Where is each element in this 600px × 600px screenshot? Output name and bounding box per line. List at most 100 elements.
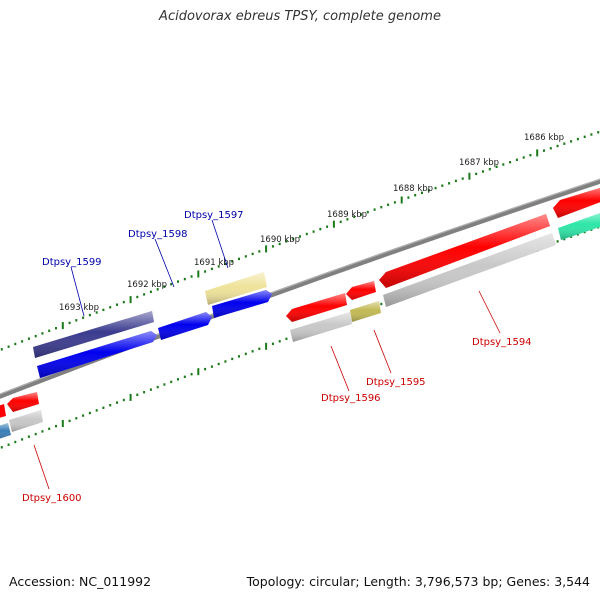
minor-tick — [258, 347, 261, 350]
minor-tick — [238, 257, 240, 261]
minor-tick — [434, 186, 437, 190]
minor-tick — [55, 327, 57, 330]
minor-tick — [563, 142, 566, 145]
minor-tick — [292, 237, 295, 241]
minor-tick — [488, 168, 491, 171]
gene-shade — [7, 392, 39, 412]
minor-tick — [143, 391, 146, 394]
gene-shade — [346, 281, 376, 300]
minor-tick — [109, 306, 112, 309]
minor-tick — [82, 316, 85, 319]
minor-tick — [244, 352, 247, 356]
minor-tick — [373, 208, 376, 211]
minor-tick — [251, 350, 254, 353]
minor-tick — [95, 409, 98, 412]
minor-tick — [495, 165, 498, 168]
reverse-strand-genes — [0, 187, 600, 439]
minor-tick — [346, 218, 349, 221]
minor-tick — [312, 230, 315, 233]
minor-tick — [156, 385, 159, 389]
label-dtpsy-1596[interactable]: Dtpsy_1596 — [321, 393, 381, 404]
leader-dtpsy-1596 — [330, 345, 350, 392]
gene-shade — [350, 301, 381, 322]
major-tick — [197, 270, 200, 278]
minor-tick — [217, 362, 220, 366]
minor-tick — [590, 133, 593, 136]
minor-tick — [387, 203, 390, 206]
minor-tick — [502, 163, 505, 166]
minor-tick — [543, 149, 545, 152]
major-tick — [265, 245, 268, 253]
tick-label: 1686 kbp — [524, 133, 564, 143]
minor-tick — [149, 388, 152, 391]
gene-shade — [553, 187, 600, 218]
minor-tick — [278, 242, 281, 246]
minor-tick — [224, 262, 227, 266]
gene-shade — [33, 311, 154, 358]
minor-tick — [21, 438, 24, 441]
leader-dtpsy-1597 — [211, 219, 229, 269]
minor-tick — [244, 255, 247, 258]
minor-tick — [48, 329, 51, 332]
minor-tick — [563, 237, 566, 241]
minor-tick — [204, 367, 207, 371]
label-dtpsy-1598[interactable]: Dtpsy_1598 — [128, 229, 188, 240]
major-tick — [400, 196, 403, 204]
minor-tick — [48, 427, 51, 430]
gene-shade — [9, 410, 43, 432]
minor-tick — [136, 393, 139, 396]
leader-dtpsy-1600 — [33, 444, 50, 490]
label-dtpsy-1597[interactable]: Dtpsy_1597 — [184, 210, 244, 221]
minor-tick — [339, 220, 342, 223]
tick-label: 1689 kbp — [327, 210, 367, 220]
label-dtpsy-1599[interactable]: Dtpsy_1599 — [42, 257, 102, 268]
minor-tick — [204, 270, 207, 273]
minor-tick — [102, 406, 105, 409]
minor-tick — [278, 340, 281, 343]
minor-tick — [421, 191, 423, 194]
minor-tick — [570, 235, 573, 238]
minor-tick — [7, 345, 10, 348]
label-dtpsy-1600[interactable]: Dtpsy_1600 — [22, 493, 82, 504]
gene-red-left-edge[interactable] — [0, 404, 6, 419]
minor-tick — [475, 172, 478, 176]
minor-tick — [576, 137, 579, 141]
minor-tick — [143, 293, 146, 296]
minor-tick — [27, 337, 30, 340]
minor-tick — [177, 280, 179, 283]
label-dtpsy-1595[interactable]: Dtpsy_1595 — [366, 377, 426, 388]
accession-text: Accession: NC_011992 — [9, 574, 152, 589]
minor-tick — [170, 380, 173, 384]
minor-tick — [75, 319, 78, 322]
minor-tick — [556, 144, 559, 148]
minor-tick — [210, 365, 213, 368]
minor-tick — [217, 265, 220, 268]
tick-label: 1690 kbp — [260, 235, 300, 245]
minor-tick — [529, 154, 532, 157]
gene-shade — [0, 423, 11, 439]
gene-shade — [205, 272, 267, 305]
minor-tick — [75, 417, 78, 420]
minor-tick — [515, 158, 518, 161]
minor-tick — [122, 300, 125, 304]
minor-tick — [190, 373, 193, 376]
major-tick — [129, 393, 132, 401]
minor-tick — [88, 313, 91, 317]
minor-tick — [597, 131, 600, 134]
minor-tick — [238, 355, 240, 358]
minor-tick — [570, 140, 573, 143]
minor-tick — [156, 288, 159, 291]
gene-shade — [212, 290, 272, 318]
minor-tick — [163, 285, 166, 288]
label-leaders — [33, 219, 501, 490]
minor-tick — [556, 240, 559, 243]
minor-tick — [583, 135, 586, 138]
minor-tick — [14, 440, 17, 444]
major-tick — [197, 368, 200, 376]
minor-tick — [116, 401, 118, 404]
minor-tick — [27, 435, 30, 438]
minor-tick — [177, 378, 179, 381]
label-dtpsy-1594[interactable]: Dtpsy_1594 — [472, 337, 532, 348]
minor-tick — [454, 179, 457, 183]
